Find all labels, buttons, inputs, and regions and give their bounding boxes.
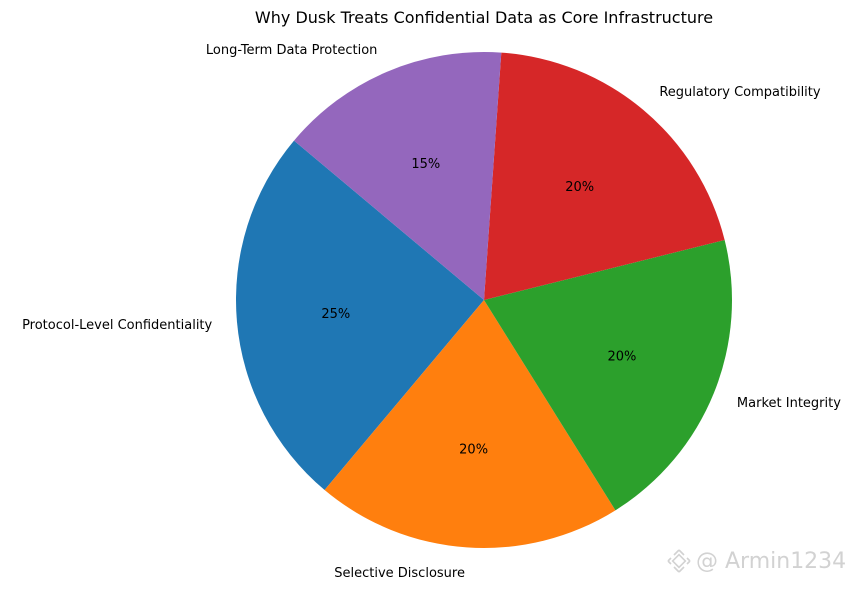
category-label-1: Protocol-Level Confidentiality [22,318,212,333]
pie-slice-5 [294,52,502,300]
percent-label-3: 20% [608,350,637,365]
pie-slices [235,52,732,548]
percent-labels: 25% 20% 20% 20% 15% [321,157,636,457]
pie-slice-2 [324,300,616,548]
watermark-text: @ Armin1234 [696,548,847,574]
category-labels: Protocol-Level Confidentiality Selective … [22,43,841,581]
category-label-3: Market Integrity [737,396,841,411]
percent-label-4: 20% [565,180,594,195]
category-label-5: Long-Term Data Protection [206,43,378,58]
percent-label-1: 25% [321,307,350,322]
pie-slice-4 [484,52,725,301]
category-label-2: Selective Disclosure [334,566,465,581]
watermark: @ Armin1234 [666,548,846,574]
percent-label-2: 20% [459,442,488,457]
pie-slice-3 [484,240,732,511]
binance-logo-icon [667,549,691,573]
percent-label-5: 15% [411,157,440,172]
chart-title: Why Dusk Treats Confidential Data as Cor… [255,8,713,27]
category-label-4: Regulatory Compatibility [659,85,821,100]
pie-slice-1 [235,140,484,490]
